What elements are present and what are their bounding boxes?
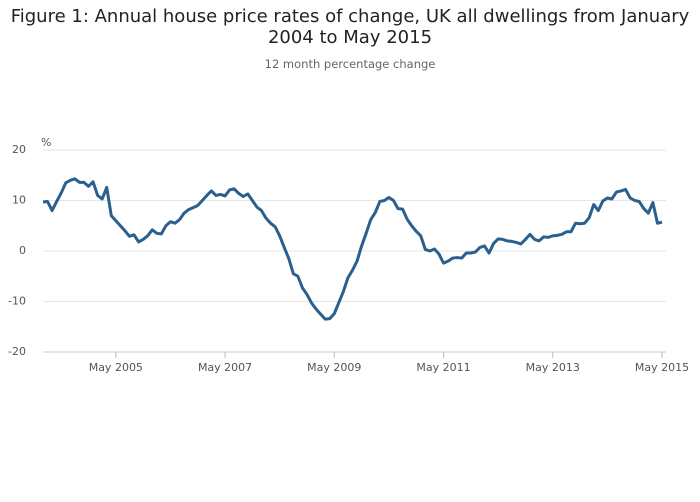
x-tick-label: May 2013: [526, 361, 580, 374]
x-tick-label: May 2015: [635, 361, 689, 374]
y-tick-label: 20: [12, 143, 26, 156]
y-tick-label: -20: [8, 345, 26, 358]
x-tick-label: May 2007: [198, 361, 252, 374]
chart-subtitle: 12 month percentage change: [264, 57, 436, 71]
x-tick-label: May 2009: [307, 361, 361, 374]
x-tick-label: May 2005: [89, 361, 143, 374]
y-tick-label: 0: [19, 244, 26, 257]
y-axis-label: %: [41, 136, 51, 149]
data-line: [42, 177, 663, 321]
chart-title: Figure 1: Annual house price rates of ch…: [10, 6, 690, 48]
y-tick-label: 10: [12, 194, 26, 207]
x-tick-label: May 2011: [416, 361, 470, 374]
header: Figure 1: Annual house price rates of ch…: [0, 6, 700, 71]
y-tick-label: -10: [8, 295, 26, 308]
